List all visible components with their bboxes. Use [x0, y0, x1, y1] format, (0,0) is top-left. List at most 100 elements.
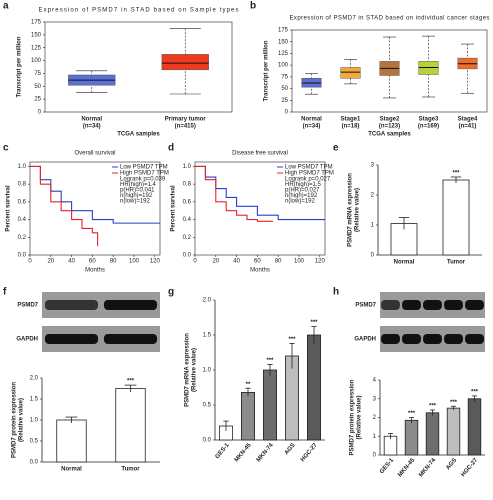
y-tick-label: 100 — [278, 63, 289, 69]
y-tick-label: 1.0 — [203, 368, 212, 374]
stat-label: Logrank p=0.027 — [285, 177, 331, 183]
x-tick-label: Normal — [81, 117, 102, 123]
stat-label: n(high)=192 — [120, 193, 153, 199]
blot-band — [465, 300, 484, 310]
x-tick-note: (n=415) — [175, 124, 196, 130]
y-axis-label: PSMD7 protein expression — [350, 379, 356, 455]
x-tick-label: 80 — [275, 259, 282, 265]
x-tick-label: AGS — [284, 442, 297, 456]
y-tick-label: 50 — [281, 86, 288, 92]
stat-label: HR(high)=1.5 — [285, 182, 322, 188]
x-tick-label: Normal — [61, 467, 82, 473]
x-tick-label: GES-1 — [379, 457, 396, 475]
y-tick-label: 3 — [371, 163, 375, 169]
x-tick-label: HGC-27 — [300, 442, 319, 463]
y-tick-label: 0.6 — [183, 199, 192, 205]
y-tick-label: 2 — [373, 415, 377, 421]
y-tick-label: 4 — [373, 378, 377, 384]
bar — [425, 412, 440, 456]
y-tick-label: 50 — [34, 84, 41, 90]
y-axis-label: (Relative value) — [192, 348, 198, 392]
y-tick-label: 0.2 — [18, 235, 27, 241]
blot-band — [44, 300, 99, 310]
y-axis-label: PSMD7 mRNA expression — [348, 173, 354, 247]
significance: *** — [288, 337, 296, 343]
panel-letter: b — [250, 1, 256, 12]
x-tick-label: AGS — [445, 457, 458, 471]
y-axis-label: (Relative value) — [357, 395, 363, 439]
x-tick-label: 60 — [254, 259, 261, 265]
x-tick-label: MKN-45 — [397, 457, 416, 478]
chart-title: Disease free survival — [232, 151, 288, 157]
y-tick-label: 25 — [34, 97, 41, 103]
significance: *** — [471, 390, 479, 396]
y-tick-label: 2 — [371, 193, 375, 199]
y-tick-label: 0.8 — [183, 182, 192, 188]
y-tick-label: 1.0 — [183, 164, 192, 170]
significance: *** — [450, 400, 458, 406]
y-tick-label: 150 — [31, 32, 42, 38]
y-tick-label: 0.5 — [30, 439, 39, 445]
y-tick-label: 0.8 — [18, 182, 27, 188]
y-axis-label: (Relative value) — [355, 188, 361, 232]
bar — [56, 419, 87, 463]
x-tick-label: 40 — [68, 259, 75, 265]
blot-label: GAPDH — [354, 337, 376, 343]
y-tick-label: 0 — [371, 253, 375, 259]
x-tick-label: Stage4 — [458, 117, 478, 123]
blot-band — [402, 334, 421, 344]
panel-letter: c — [3, 143, 9, 154]
x-tick-label: Stage1 — [341, 117, 361, 123]
box — [161, 54, 209, 71]
x-tick-label: 0 — [193, 259, 197, 265]
x-tick-label: 20 — [47, 259, 54, 265]
panel-letter: g — [168, 287, 174, 298]
x-axis-label: TCGA samples — [368, 132, 411, 138]
y-axis-label: (Relative value) — [19, 398, 25, 442]
y-tick-label: 125 — [278, 51, 289, 57]
y-tick-label: 0.0 — [203, 438, 212, 444]
y-tick-label: 75 — [281, 74, 288, 80]
legend-label: Low PSMD7 TPM — [120, 165, 168, 171]
y-tick-label: 1.0 — [30, 418, 39, 424]
x-tick-label: Tumor — [447, 260, 466, 266]
y-tick-label: 175 — [31, 20, 42, 26]
blot-band — [444, 300, 463, 310]
survival-curve — [30, 165, 160, 224]
x-tick-label: MKN-74 — [418, 457, 437, 478]
x-axis-label: Months — [250, 268, 270, 274]
significance: *** — [266, 358, 274, 364]
panel-letter: h — [333, 287, 339, 298]
y-tick-label: 150 — [278, 39, 289, 45]
x-tick-label: Stage2 — [380, 117, 400, 123]
bar — [442, 179, 470, 256]
stat-label: Logrank p=0.039 — [120, 177, 166, 183]
stat-label: p(HR)=0.027 — [285, 188, 320, 194]
y-tick-label: 0.2 — [183, 235, 192, 241]
blot-band — [381, 300, 400, 310]
y-tick-label: 1 — [373, 434, 377, 440]
x-tick-label: MKN-74 — [256, 442, 275, 463]
blot-label: GAPDH — [16, 337, 38, 343]
bar — [306, 334, 321, 441]
panel-letter: f — [3, 287, 7, 298]
x-tick-label: 20 — [212, 259, 219, 265]
x-tick-label: Primary tumor — [165, 117, 207, 123]
significance: ** — [246, 382, 251, 388]
chart-title: Expression of PSMD7 in STAD based on Sam… — [39, 8, 239, 14]
blot-band — [444, 334, 463, 344]
y-tick-label: 0.4 — [18, 217, 27, 223]
blot-band — [44, 334, 99, 344]
survival-curve — [30, 165, 99, 247]
y-tick-label: 2.0 — [30, 376, 39, 382]
stat-label: HR(high)=1.4 — [120, 182, 157, 188]
bar — [262, 369, 277, 441]
stat-label: p(HR)=0.041 — [120, 188, 155, 194]
stat-label: n(low)=192 — [120, 199, 151, 205]
x-tick-label: 100 — [129, 259, 140, 265]
x-tick-label: Stage3 — [419, 117, 439, 123]
panel-letter: e — [333, 143, 339, 154]
x-tick-label: 120 — [150, 259, 161, 265]
y-tick-label: 0.0 — [18, 253, 27, 259]
